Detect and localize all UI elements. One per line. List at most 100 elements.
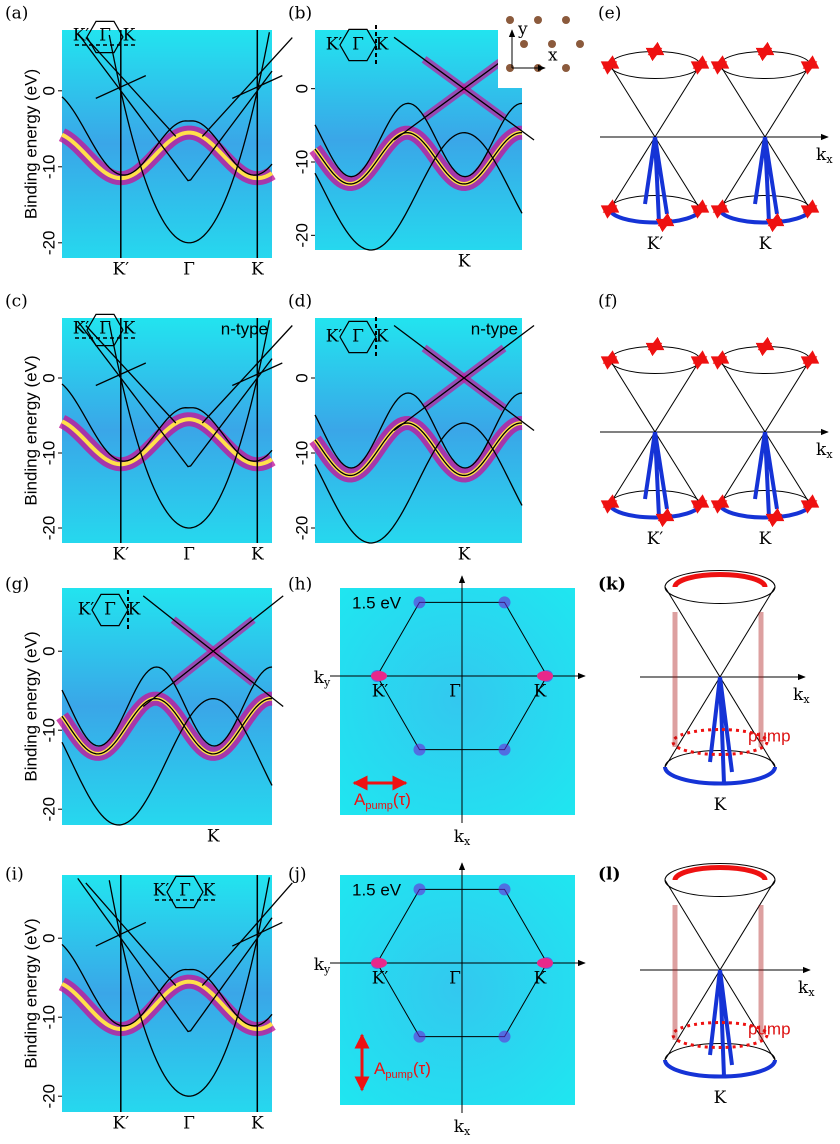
point-label: Γ (449, 682, 461, 702)
panel-label: (b) (288, 4, 312, 24)
y-axis-label: Binding energy (eV) (21, 355, 40, 505)
intensity-spot (414, 883, 426, 895)
intensity-spot (499, 744, 511, 756)
inset-label: K′ (326, 327, 343, 347)
panel-label: (l) (598, 865, 621, 885)
intensity-spot (537, 958, 553, 968)
valley-label: K (759, 234, 772, 254)
kx-label: kx (454, 1117, 471, 1139)
axis-label-sub: x (826, 448, 833, 461)
pump-label: pump (748, 726, 791, 745)
atom (534, 16, 542, 24)
inset-label: K (376, 35, 389, 55)
inset-label: K′ (326, 35, 343, 55)
kx-label: kx (454, 827, 471, 849)
panel-label: (f) (598, 292, 618, 312)
intensity-spot (371, 958, 387, 968)
panel-label: (j) (288, 865, 307, 885)
inset-label: Γ (352, 327, 364, 347)
y-tick-label: 0 (292, 373, 311, 382)
inset-label: K (128, 600, 141, 620)
kx-label-sub: x (464, 1125, 471, 1138)
intensity-spot (499, 1031, 511, 1043)
panel-label: (i) (5, 865, 24, 885)
pump-orbit (675, 575, 765, 588)
energy-label: 1.5 eV (352, 880, 402, 899)
inset-label: K′ (153, 881, 170, 901)
spin-path (710, 970, 732, 1077)
inset-label: K′ (73, 26, 90, 46)
atom (506, 16, 514, 24)
intensity-spot (499, 596, 511, 608)
y-tick-label: -10 (39, 1005, 58, 1030)
y-tick-label: -20 (39, 516, 58, 541)
inset-label: K (376, 327, 389, 347)
point-label: K′ (372, 682, 389, 702)
y-tick-label: -10 (292, 441, 311, 466)
ky-label-sub: y (323, 676, 331, 689)
intensity-spot (414, 744, 426, 756)
y-axis-label: Binding energy (eV) (21, 918, 40, 1068)
cone-rim (720, 52, 810, 79)
x-tick-label: Γ (183, 545, 195, 565)
spin-path (755, 137, 777, 223)
axis-label-sub: x (826, 153, 833, 166)
panel-label: (e) (598, 4, 621, 24)
spin-path (720, 209, 810, 223)
axis-label: kx (793, 685, 810, 707)
energy-label: 1.5 eV (352, 593, 402, 612)
pump-label-tail: (τ) (393, 790, 411, 809)
ky-label-sub: y (323, 963, 331, 976)
y-tick-label: -20 (292, 516, 311, 541)
axis-label: kx (798, 978, 815, 1000)
pump-label-base: A (374, 1059, 386, 1078)
intensity-spot (414, 596, 426, 608)
y-tick-label: -10 (39, 441, 58, 466)
axis-label-sub: x (808, 986, 815, 999)
axis-name: y (517, 20, 528, 40)
doping-note: n-type (471, 319, 518, 338)
spin-path (720, 504, 810, 518)
cone-rim (610, 52, 700, 79)
inset-label: K′ (73, 319, 90, 339)
spin-path (610, 209, 700, 223)
axis-label: kx (816, 440, 833, 462)
inset-label: K (123, 26, 136, 46)
momentum-map (340, 588, 575, 815)
y-axis-label: Binding energy (eV) (21, 69, 40, 219)
y-axis-label: Binding energy (eV) (21, 631, 40, 781)
y-tick-label: 0 (39, 86, 58, 95)
x-tick-label: Γ (183, 260, 195, 280)
x-tick-label: K (458, 252, 471, 272)
y-tick-label: -10 (39, 718, 58, 743)
doping-note: n-type (221, 319, 268, 338)
atom (562, 16, 570, 24)
pump-label-base: A (354, 790, 366, 809)
inset-label: Γ (179, 881, 191, 901)
inset-label: K′ (78, 600, 95, 620)
spin-path (710, 677, 732, 784)
inset-label: Γ (99, 26, 111, 46)
panel-label: (h) (288, 575, 312, 595)
intensity-spot (371, 671, 387, 681)
pump-label: pump (748, 1019, 791, 1038)
x-tick-label: K′ (113, 260, 130, 280)
panel-label: (d) (288, 292, 312, 312)
valley-label: K (714, 795, 727, 815)
intensity-spot (499, 883, 511, 895)
valley-label: K (759, 529, 772, 549)
pump-label-sub: pump (385, 1069, 413, 1081)
cone-rim (720, 347, 810, 374)
pump-orbit (675, 868, 765, 881)
y-tick-label: -10 (39, 155, 58, 180)
cone-rim (610, 347, 700, 374)
atom (576, 40, 584, 48)
y-tick-label: 0 (39, 933, 58, 942)
valley-label: K′ (647, 529, 664, 549)
y-tick-label: -20 (39, 1084, 58, 1109)
kx-label-sub: x (464, 835, 471, 848)
ky-label: ky (314, 955, 331, 977)
spin-path (610, 504, 700, 518)
x-tick-label: Γ (183, 1114, 195, 1134)
inset-label: K (123, 319, 136, 339)
